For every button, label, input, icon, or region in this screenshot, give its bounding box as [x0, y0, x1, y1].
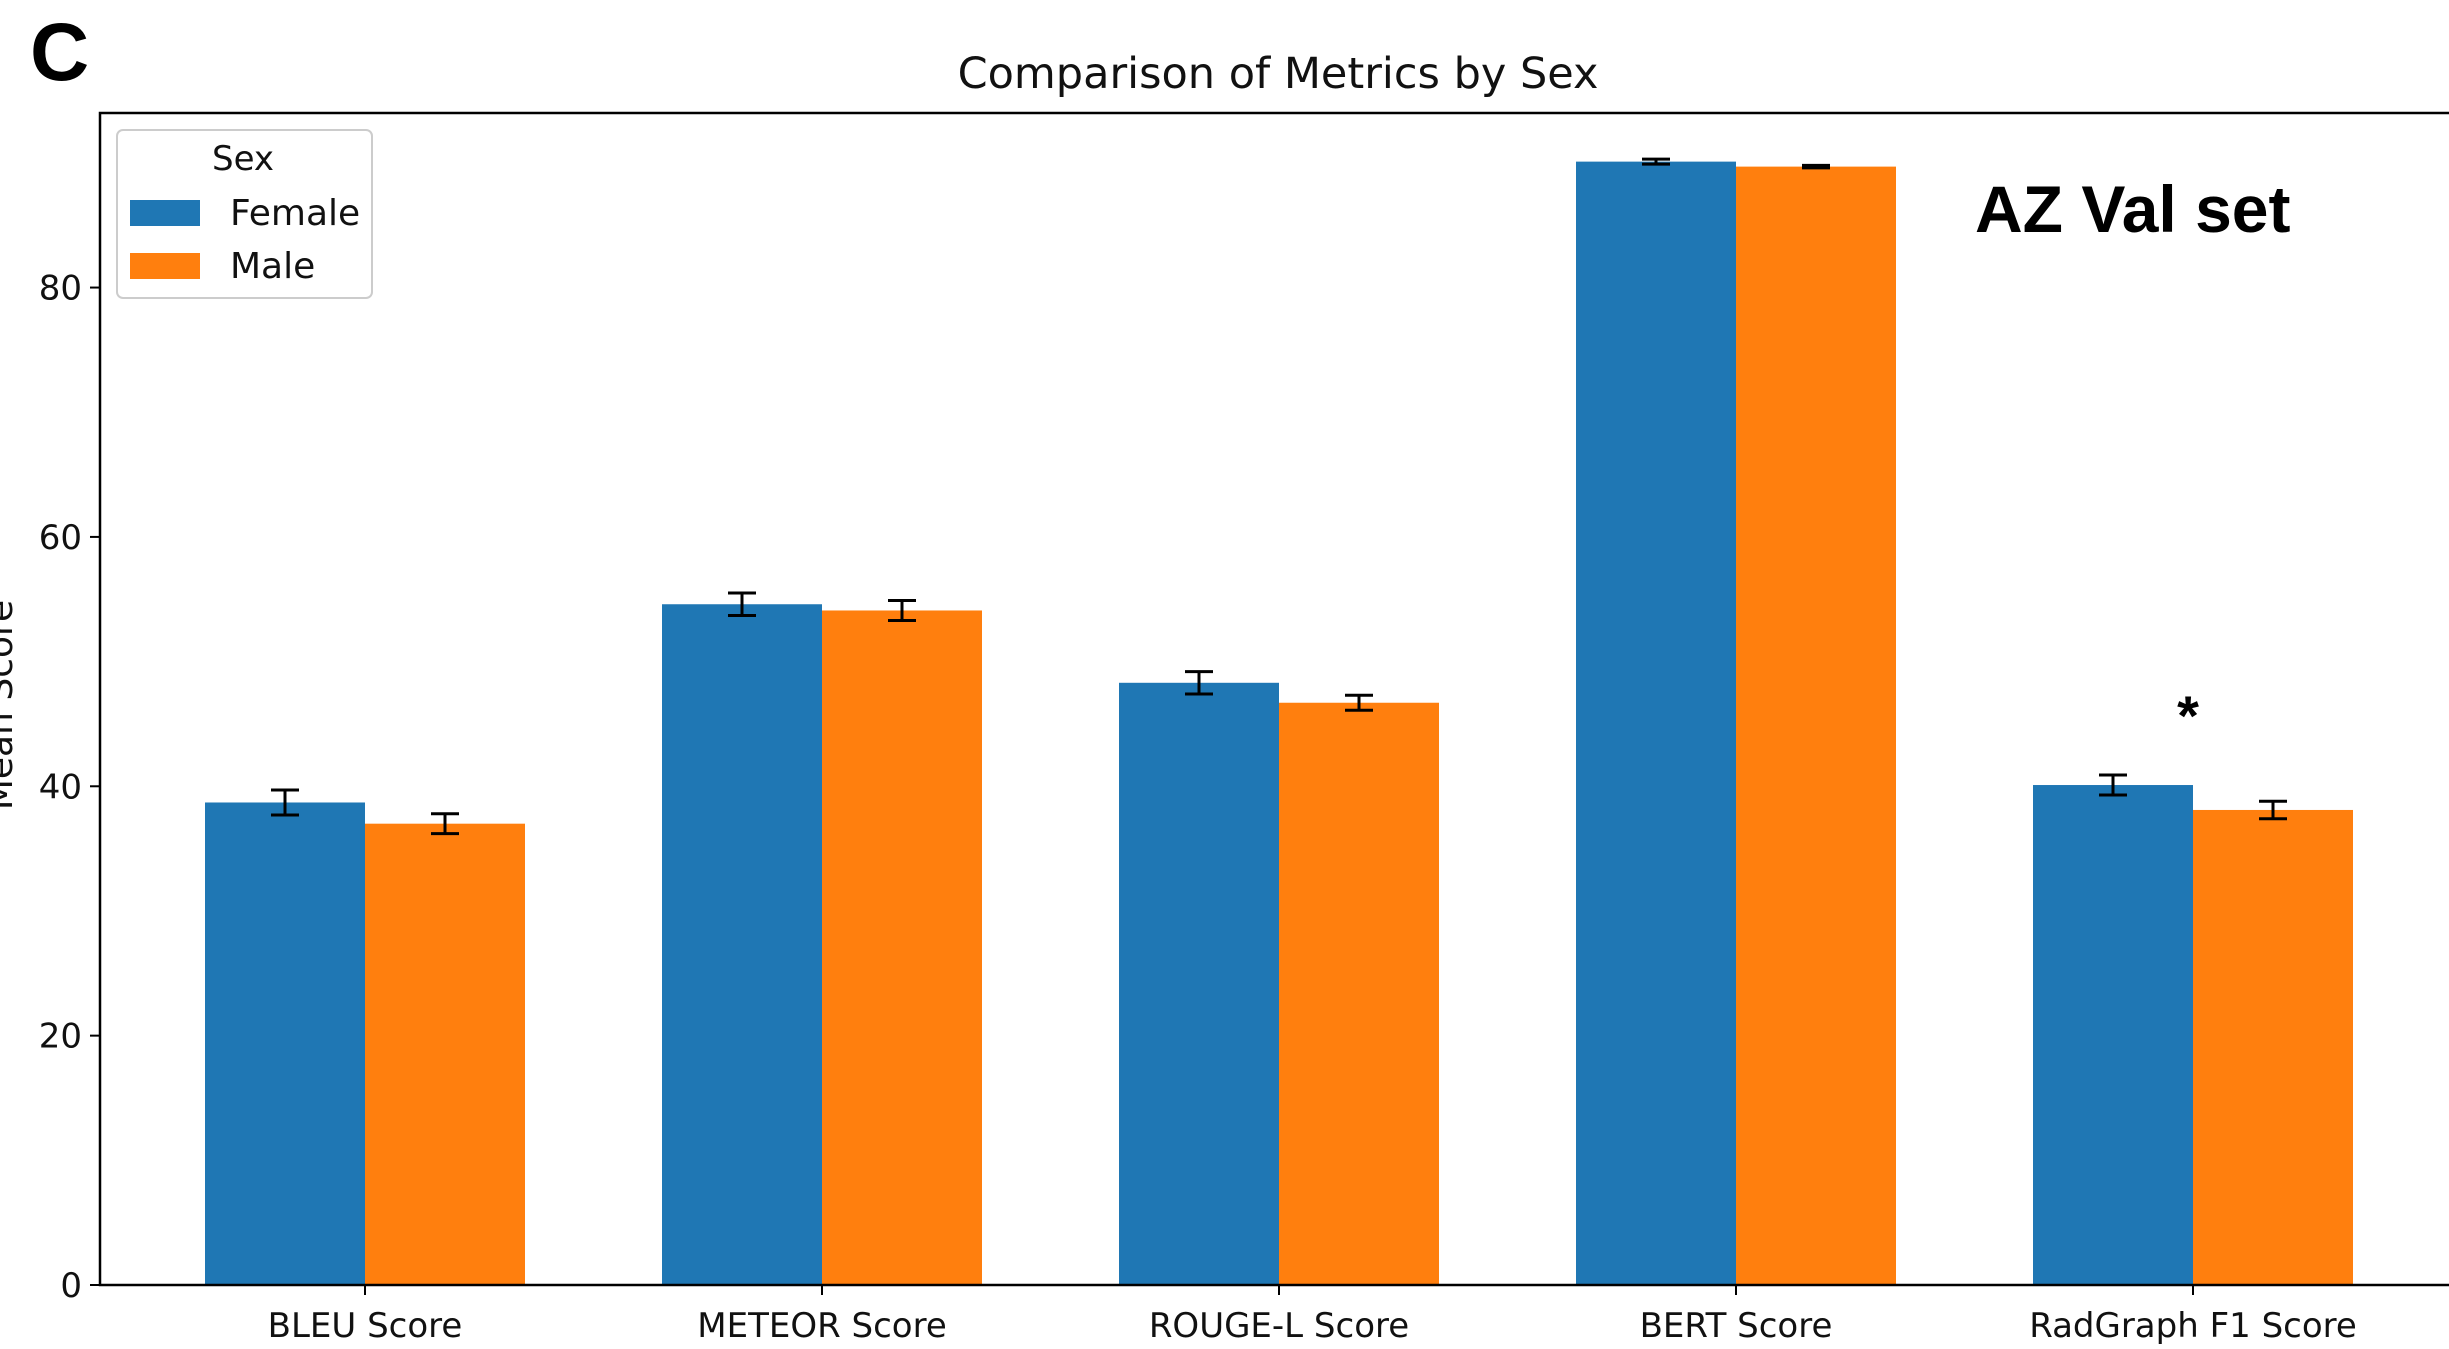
bar-male-meteor-score: [822, 610, 982, 1285]
error-bar-male-rouge-l-score: [1345, 693, 1373, 712]
chart-title: Comparison of Metrics by Sex: [958, 49, 1599, 99]
error-bar-male-meteor-score: [888, 599, 916, 622]
y-axis: 0 20 40 60 80: [39, 269, 100, 1306]
y-tick-label-40: 40: [39, 767, 82, 807]
error-bar-female-radgraph-f1-score: [2099, 773, 2127, 797]
y-tick-label-80: 80: [39, 269, 82, 309]
legend: Sex Female Male: [116, 129, 373, 299]
plot-frame: [98, 111, 2449, 1287]
x-tick-label-meteor-score: METEOR Score: [697, 1306, 947, 1346]
y-tick-label-0: 0: [60, 1266, 82, 1306]
error-bar-female-bert-score: [1642, 157, 1670, 166]
x-axis: BLEU Score METEOR Score ROUGE-L Score BERT …: [268, 1285, 2357, 1346]
bar-male-rouge-l-score: [1279, 702, 1439, 1285]
error-bar-female-bleu-score: [271, 788, 299, 817]
bar-female-bert-score: [1576, 161, 1736, 1286]
bar-male-bleu-score: [365, 823, 525, 1285]
legend-swatch-male: [130, 253, 200, 279]
panel-label: C: [30, 7, 89, 98]
bar-female-bleu-score: [205, 802, 365, 1285]
error-bar-female-rouge-l-score: [1185, 670, 1213, 696]
legend-label-female: Female: [230, 193, 360, 234]
y-axis-label: Mean Score: [0, 600, 21, 810]
dataset-annotation: AZ Val set: [1975, 172, 2290, 246]
x-tick-label-radgraph-f1-score: RadGraph F1 Score: [2029, 1306, 2357, 1346]
significance-layer: *: [2177, 684, 2199, 747]
bar-female-radgraph-f1-score: [2033, 785, 2193, 1285]
bar-male-bert-score: [1736, 166, 1896, 1285]
bars-layer: [205, 161, 2353, 1286]
error-bar-female-meteor-score: [728, 591, 756, 617]
significance-marker: *: [2177, 684, 2199, 747]
error-bar-male-bert-score: [1802, 163, 1830, 170]
x-tick-label-rouge-l-score: ROUGE-L Score: [1149, 1306, 1409, 1346]
bar-female-meteor-score: [662, 604, 822, 1285]
y-tick-label-20: 20: [39, 1017, 82, 1057]
legend-title: Sex: [212, 139, 274, 179]
error-bars-layer: [271, 157, 2287, 836]
legend-label-male: Male: [230, 246, 315, 287]
y-tick-label-60: 60: [39, 518, 82, 558]
bar-male-radgraph-f1-score: [2193, 809, 2353, 1285]
legend-swatch-female: [130, 200, 200, 226]
bar-female-rouge-l-score: [1119, 682, 1279, 1285]
x-tick-label-bleu-score: BLEU Score: [268, 1306, 463, 1346]
error-bar-male-radgraph-f1-score: [2259, 799, 2287, 821]
x-tick-label-bert-score: BERT Score: [1640, 1306, 1833, 1346]
error-bar-male-bleu-score: [431, 812, 459, 836]
